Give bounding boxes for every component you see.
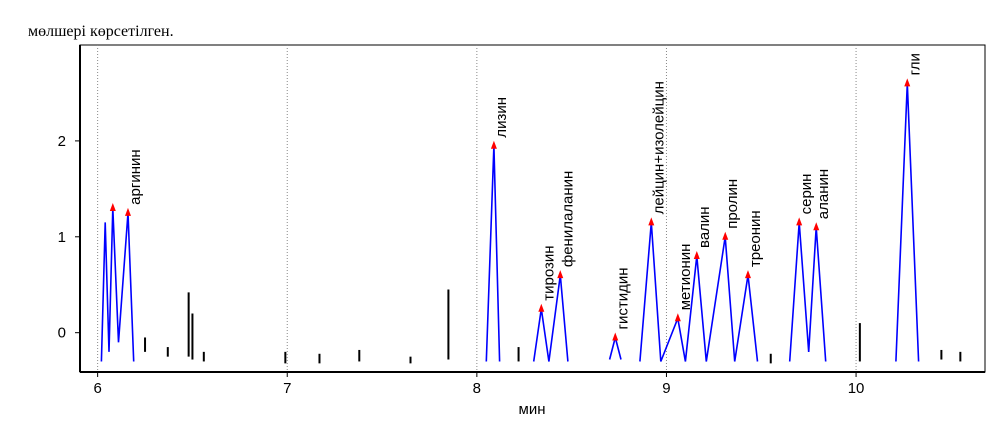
x-axis-label: мин xyxy=(519,401,546,418)
peak-marker xyxy=(904,78,911,87)
peak-label: метионин xyxy=(677,244,694,311)
x-tick-label: 10 xyxy=(848,380,865,397)
peak-marker xyxy=(109,203,116,212)
peak-label: гистидин xyxy=(614,267,631,329)
peak-label: треонин xyxy=(747,210,764,267)
x-tick-label: 7 xyxy=(283,380,291,397)
peak-marker xyxy=(722,231,729,240)
peak-label: пролин xyxy=(724,179,741,229)
peak-label: серин xyxy=(798,174,815,215)
x-tick-label: 6 xyxy=(93,380,101,397)
peak-label: тирозин xyxy=(540,245,557,300)
peak-label: фенилаланин xyxy=(559,171,576,267)
trace xyxy=(100,83,920,362)
peak-marker xyxy=(538,303,545,312)
peak-marker xyxy=(612,332,619,341)
x-tick-label: 9 xyxy=(662,380,670,397)
peak-marker xyxy=(813,222,820,231)
peak-marker xyxy=(744,270,751,279)
peak-label: аргинин xyxy=(127,149,144,204)
plot-frame xyxy=(79,44,986,373)
peak-marker xyxy=(648,217,655,226)
peak-marker xyxy=(124,207,131,216)
peak-marker xyxy=(557,270,564,279)
y-tick-label: 0 xyxy=(58,325,66,342)
peak-marker xyxy=(693,250,700,259)
peak-label: аланин xyxy=(815,169,832,219)
text-above: мөлшері көрсетілген. xyxy=(28,23,174,40)
x-tick-label: 8 xyxy=(473,380,481,397)
peak-label: валин xyxy=(696,206,713,248)
peak-label: гли xyxy=(906,53,923,75)
peak-marker xyxy=(796,217,803,226)
peak-label: лизин xyxy=(493,97,510,138)
peak-label: лейцин+изолейцин xyxy=(650,81,667,214)
y-tick-label: 2 xyxy=(58,133,66,150)
peak-marker xyxy=(674,313,681,322)
peak-marker xyxy=(490,140,497,149)
y-tick-label: 1 xyxy=(58,229,66,246)
